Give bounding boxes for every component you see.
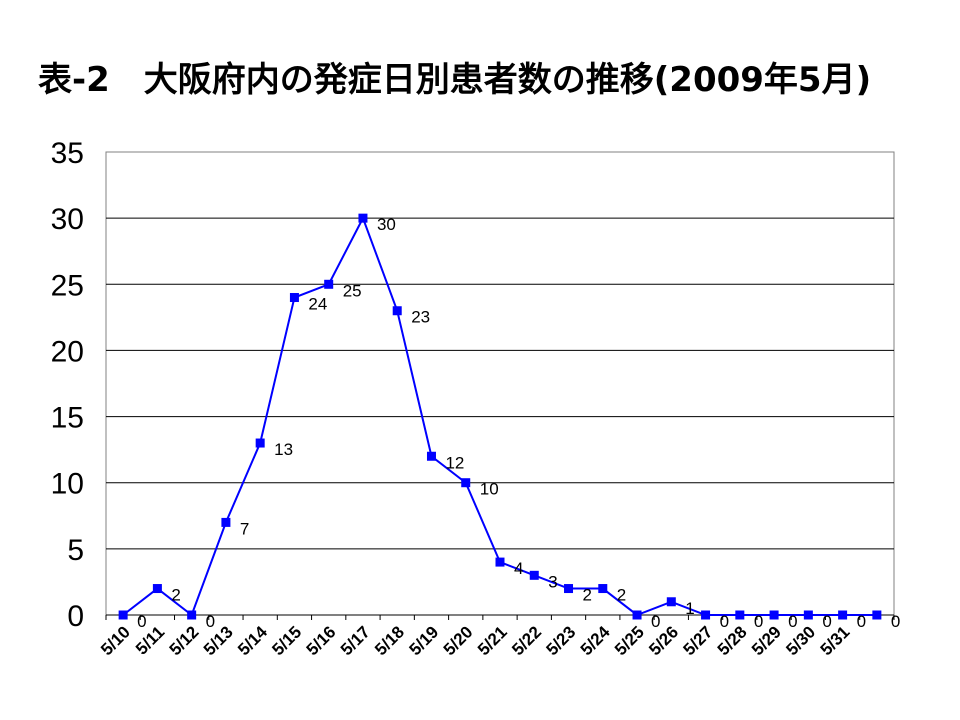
y-tick-label: 5 [67,534,84,567]
data-label: 23 [411,308,430,327]
x-tick-label: 5/18 [371,622,408,659]
data-point [118,610,128,620]
x-tick-label: 5/12 [166,622,203,659]
data-point [358,213,368,223]
data-point [289,293,299,303]
y-tick-label: 30 [51,203,84,236]
x-tick-label: 5/22 [508,622,545,659]
data-point [598,584,608,594]
data-point [426,451,436,461]
data-point [803,610,813,620]
data-label: 0 [822,612,831,631]
y-tick-labels: 0 5 10 15 20 25 30 35 [51,137,84,633]
y-tick-label: 0 [67,600,84,633]
x-tick-label: 5/27 [680,622,717,659]
data-label: 0 [720,612,729,631]
data-label: 4 [514,559,523,578]
x-tick-label: 5/24 [577,622,614,659]
data-label: 0 [137,612,146,631]
data-label: 0 [857,612,866,631]
data-point [152,584,162,594]
y-tick-label: 25 [51,269,84,302]
y-tick-label: 20 [51,335,84,368]
series-layer [118,213,882,620]
data-label: 0 [651,612,660,631]
data-point [529,570,539,580]
data-label: 0 [891,612,900,631]
x-tick-label: 5/19 [405,622,442,659]
data-point [324,279,334,289]
y-tick-label: 35 [51,137,84,170]
data-label: 12 [445,453,464,472]
data-label: 13 [274,440,293,459]
data-label: 0 [788,612,797,631]
y-tick-label: 10 [51,468,84,501]
data-point [187,610,197,620]
x-tick-label: 5/17 [337,622,374,659]
data-point [872,610,882,620]
data-label: 2 [171,586,180,605]
x-tick-label: 5/15 [268,622,305,659]
data-point [564,584,574,594]
data-label: 3 [548,572,557,591]
plot-area [105,151,895,616]
x-tick-label: 5/23 [543,622,580,659]
x-tick-marks [105,615,895,620]
data-label: 30 [377,215,396,234]
data-point [769,610,779,620]
data-point [461,478,471,488]
data-point [838,610,848,620]
data-label: 2 [583,586,592,605]
data-label: 10 [480,480,499,499]
data-label: 25 [343,281,362,300]
data-point [701,610,711,620]
data-label: 0 [206,612,215,631]
data-label: 24 [308,295,327,314]
x-tick-label: 5/25 [611,622,648,659]
x-tick-label: 5/14 [234,622,271,659]
chart-title: 表-2 大阪府内の発症日別患者数の推移(2009年5月) [38,60,872,100]
data-label: 0 [754,612,763,631]
x-tick-label: 5/21 [474,622,511,659]
data-point [632,610,642,620]
data-label: 7 [240,519,249,538]
data-point [255,438,265,448]
x-tick-label: 5/16 [303,622,340,659]
data-point [735,610,745,620]
x-tick-label: 5/10 [97,622,134,659]
data-label: 1 [685,599,694,618]
data-label: 2 [617,586,626,605]
y-tick-label: 15 [51,402,84,435]
data-point [392,306,402,316]
data-point [221,517,231,527]
data-point [495,557,505,567]
x-tick-label: 5/20 [440,622,477,659]
data-point [666,597,676,607]
